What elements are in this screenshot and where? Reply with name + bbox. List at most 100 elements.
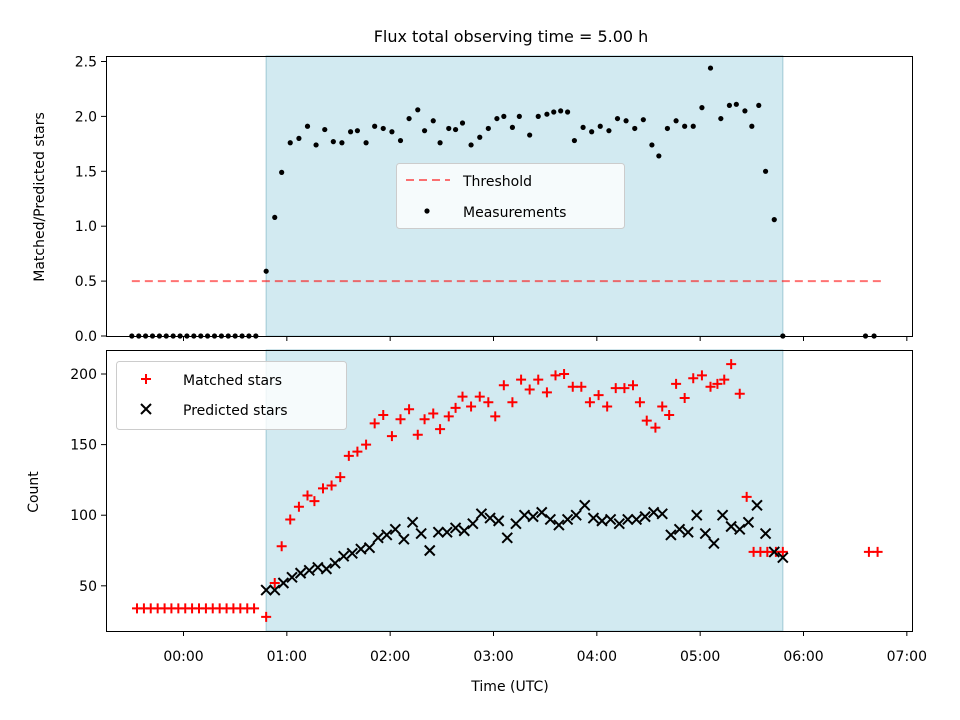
matched-stars-points xyxy=(132,359,883,622)
measurement-point xyxy=(527,132,533,138)
matched-star-point-stroke xyxy=(276,541,287,552)
matched-star-point-stroke xyxy=(285,514,296,525)
matched-star-point-stroke xyxy=(309,496,320,507)
matched-star-point-stroke xyxy=(466,401,477,412)
matched-star-point-stroke xyxy=(584,397,595,408)
measurement-point xyxy=(397,137,404,144)
matched-star-point xyxy=(428,408,439,419)
matched-star-point xyxy=(726,359,737,370)
bottom-y-tick-label: 50 xyxy=(79,579,97,595)
bottom-x-tick-label: 07:00 xyxy=(887,649,927,665)
measurement-point xyxy=(597,123,603,129)
matched-star-point xyxy=(352,446,363,457)
matched-star-point-stroke xyxy=(335,472,346,483)
matched-star-point-stroke xyxy=(498,380,509,391)
matched-star-point xyxy=(741,491,752,502)
matched-legend-marker-stroke xyxy=(141,374,151,384)
predicted-star-point-stroke xyxy=(630,513,643,526)
matched-star-point xyxy=(619,383,630,394)
measurement-point xyxy=(354,128,361,134)
predicted-star-point xyxy=(699,527,712,540)
matched-stars-legend-label: Matched stars xyxy=(183,373,282,389)
measurement-point xyxy=(551,109,557,115)
predicted-star-point-stroke xyxy=(656,508,668,520)
matched-star-point-stroke xyxy=(734,388,745,399)
measurement-point xyxy=(733,101,739,107)
matched-star-point xyxy=(318,483,328,494)
matched-star-point-stroke xyxy=(326,480,337,491)
measurement-point xyxy=(485,125,491,132)
bottom-x-ticks: 00:00 01:00 02:00 03:00 04:00 05:00 06:00 07:00 xyxy=(163,631,927,665)
predicted-star-point-stroke xyxy=(768,546,780,558)
predicted-star-point-stroke xyxy=(665,529,677,541)
measurement-point xyxy=(494,115,500,122)
matched-star-point xyxy=(269,577,280,588)
matched-star-point-stroke xyxy=(657,401,668,412)
predicted-star-point-stroke xyxy=(441,526,453,538)
matched-star-point xyxy=(516,374,527,385)
measurement-point xyxy=(726,102,733,109)
matched-star-point-stroke xyxy=(671,378,682,389)
matched-star-point xyxy=(419,414,430,425)
measurement-point xyxy=(296,135,302,141)
predicted-star-point xyxy=(742,516,755,528)
matched-star-point xyxy=(664,409,675,420)
matched-star-point-stroke xyxy=(872,546,883,557)
measurement-point xyxy=(421,128,428,134)
predicted-star-point-stroke xyxy=(475,508,488,520)
matched-star-point-stroke xyxy=(559,369,570,380)
matched-star-point xyxy=(688,373,699,384)
predicted-star-point-stroke xyxy=(458,525,470,537)
measurement-point xyxy=(263,268,269,274)
top-legend: Threshold Measurements xyxy=(396,163,625,229)
matched-star-point xyxy=(541,387,552,398)
matched-star-point xyxy=(309,496,320,507)
predicted-star-point-stroke xyxy=(346,547,358,560)
predicted-star-point xyxy=(777,551,789,564)
predicted-star-point xyxy=(553,519,565,531)
matched-star-point xyxy=(559,369,570,380)
measurement-point xyxy=(389,129,395,135)
matched-star-point-stroke xyxy=(664,409,675,420)
measurements-legend-swatch xyxy=(424,208,430,214)
predicted-star-point xyxy=(682,526,694,538)
matched-star-point xyxy=(276,541,287,552)
matched-star-point-stroke xyxy=(404,404,415,415)
predicted-star-point xyxy=(768,546,780,558)
threshold-legend-label: Threshold xyxy=(462,174,532,190)
bottom-y-ticks: 50 100 150 200 xyxy=(70,367,106,595)
bottom-x-tick-label: 01:00 xyxy=(267,649,307,665)
predicted-star-point xyxy=(484,512,496,524)
measurement-point xyxy=(372,123,378,129)
predicted-star-point-stroke xyxy=(277,577,290,589)
matched-star-point xyxy=(326,480,337,491)
predicted-star-point-stroke xyxy=(587,512,600,524)
predicted-legend-marker xyxy=(140,403,152,415)
predicted-star-point-stroke xyxy=(536,506,548,519)
matched-star-point-stroke xyxy=(679,393,690,404)
predicted-star-point-stroke xyxy=(734,523,746,536)
predicted-star-point xyxy=(381,529,393,541)
matched-star-point-stroke xyxy=(650,422,661,433)
matched-star-point-stroke xyxy=(269,577,280,588)
matched-star-point-stroke xyxy=(516,374,527,385)
predicted-star-point-stroke xyxy=(673,523,686,536)
figure-title: Flux total observing time = 5.00 h xyxy=(374,27,649,46)
matched-star-point xyxy=(466,401,477,412)
matched-star-point-stroke xyxy=(428,408,439,419)
measurement-point xyxy=(623,118,629,124)
predicted-star-point-stroke xyxy=(613,517,625,530)
predicted-star-point xyxy=(536,506,548,519)
measurement-point xyxy=(707,65,714,71)
matched-star-point xyxy=(443,411,454,422)
predicted-star-point-stroke xyxy=(699,527,712,540)
predicted-legend-marker-stroke xyxy=(140,403,152,415)
matched-star-point-stroke xyxy=(302,490,313,501)
measurement-point xyxy=(589,129,595,135)
matched-star-point-stroke xyxy=(576,381,587,392)
matched-legend-marker xyxy=(141,374,151,384)
matched-star-point xyxy=(657,401,668,412)
measurement-point xyxy=(749,123,755,129)
measurement-point xyxy=(640,117,646,123)
matched-star-point-stroke xyxy=(628,380,638,391)
